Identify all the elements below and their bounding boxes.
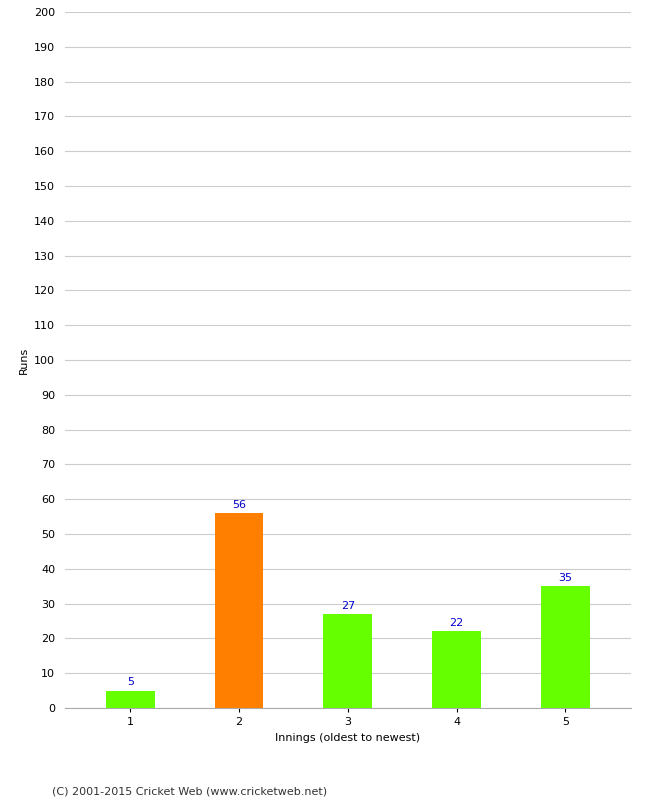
Text: (C) 2001-2015 Cricket Web (www.cricketweb.net): (C) 2001-2015 Cricket Web (www.cricketwe… [52,786,327,796]
Text: 5: 5 [127,677,134,687]
X-axis label: Innings (oldest to newest): Innings (oldest to newest) [275,733,421,742]
Text: 27: 27 [341,601,355,610]
Bar [432,631,481,708]
Y-axis label: Runs: Runs [19,346,29,374]
Bar [106,690,155,708]
Bar [214,513,263,708]
Text: 35: 35 [558,573,572,582]
Text: 22: 22 [449,618,463,628]
Bar [541,586,590,708]
Bar [323,614,372,708]
Text: 56: 56 [232,500,246,510]
